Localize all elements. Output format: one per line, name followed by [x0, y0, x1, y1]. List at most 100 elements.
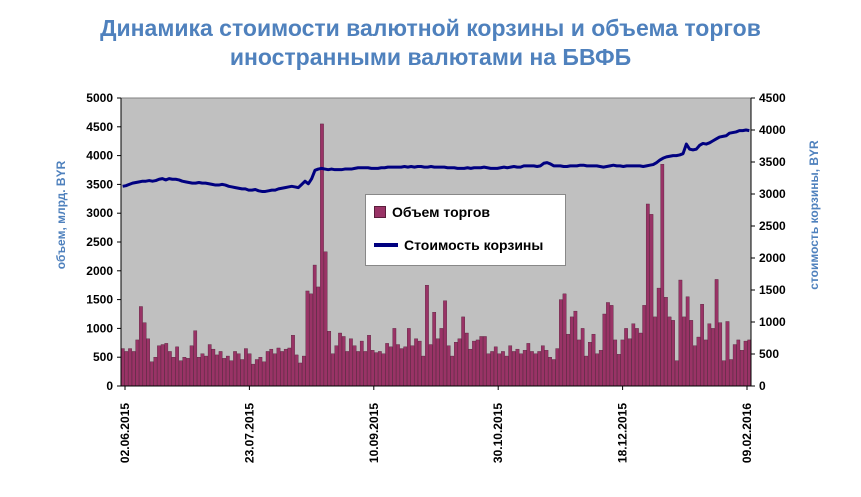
volume-bar — [464, 332, 469, 387]
volume-bar — [569, 316, 574, 387]
volume-bar — [609, 305, 614, 387]
x-tick-label: 30.10.2015 — [491, 403, 505, 463]
volume-bar — [356, 351, 360, 387]
volume-bar — [428, 344, 433, 387]
volume-bar — [747, 339, 752, 387]
volume-bar — [711, 328, 715, 387]
volume-bar — [577, 339, 581, 387]
volume-bar — [327, 331, 332, 387]
volume-bar — [696, 336, 701, 387]
volume-bar — [591, 333, 596, 387]
volume-bar — [685, 296, 690, 387]
volume-bar — [240, 359, 245, 387]
basket-cost-line — [122, 128, 750, 193]
volume-bar — [215, 354, 219, 387]
volume-bar — [135, 339, 140, 387]
y-left-tick-label: 4000 — [86, 149, 113, 163]
volume-bar — [139, 306, 143, 387]
volume-bar — [287, 347, 292, 387]
volume-bar — [439, 328, 444, 387]
volume-bar — [378, 351, 382, 387]
volume-bar — [200, 353, 205, 387]
volume-bar — [613, 339, 618, 387]
volume-bar — [298, 362, 303, 387]
x-tick-label: 02.06.2015 — [118, 403, 132, 463]
volume-bar — [740, 350, 744, 387]
y-right-tick-label: 1500 — [759, 283, 786, 297]
volume-bar — [334, 345, 339, 387]
volume-bar — [584, 355, 589, 387]
volume-bar — [693, 345, 697, 387]
volume-bar — [515, 348, 520, 387]
volume-bar — [399, 348, 404, 387]
legend: Объем торгов Стоимость корзины — [365, 194, 566, 266]
legend-item-line: Стоимость корзины — [374, 237, 543, 253]
y-right-tick-label: 2000 — [759, 251, 786, 265]
volume-bar — [294, 354, 299, 387]
volume-bar — [182, 357, 187, 387]
volume-bar — [483, 336, 487, 387]
volume-bar — [233, 351, 237, 387]
x-tick-label: 10.09.2015 — [367, 403, 381, 463]
volume-bar — [222, 358, 227, 387]
volume-bar — [385, 343, 389, 387]
volume-bar — [490, 351, 494, 387]
volume-bar — [146, 338, 150, 387]
volume-bar — [160, 344, 165, 387]
volume-bar — [251, 363, 255, 387]
volume-bar — [435, 338, 440, 387]
volume-bar — [689, 320, 694, 387]
volume-bar — [707, 323, 712, 387]
y-right-tick-label: 3000 — [759, 187, 786, 201]
y-left-tick-label: 1500 — [86, 293, 113, 307]
volume-bar — [624, 328, 628, 387]
volume-bar — [305, 290, 310, 387]
volume-bar — [193, 330, 198, 387]
volume-bar — [370, 350, 375, 387]
volume-bar — [153, 357, 158, 387]
volume-bar — [280, 351, 284, 387]
volume-bar — [722, 360, 726, 387]
volume-bar — [508, 345, 513, 387]
volume-bar — [501, 351, 505, 387]
volume-bar — [533, 353, 538, 387]
y-axis-right-label: стоимость корзины, BYR — [807, 140, 821, 290]
volume-bar — [631, 323, 636, 387]
volume-bar — [265, 351, 270, 387]
volume-bar — [606, 302, 610, 387]
volume-bar — [479, 336, 484, 387]
volume-bar — [164, 343, 169, 387]
volume-bar — [432, 312, 437, 387]
volume-bar — [526, 343, 531, 387]
volume-bar — [323, 251, 328, 387]
volume-bar — [312, 264, 317, 387]
volume-bar — [588, 342, 592, 387]
volume-bar — [330, 353, 335, 387]
volume-bar — [338, 332, 342, 387]
volume-bar — [446, 345, 451, 387]
volume-bar — [392, 328, 397, 387]
volume-bar — [359, 340, 364, 387]
volume-bar — [642, 305, 647, 387]
y-left-tick-label: 2000 — [86, 264, 113, 278]
volume-bar — [595, 353, 599, 387]
volume-bar — [218, 351, 223, 387]
y-left-tick-label: 1000 — [86, 321, 113, 335]
volume-bar — [656, 287, 661, 387]
volume-bar — [620, 339, 625, 387]
volume-bar — [718, 322, 723, 387]
volume-bar — [367, 335, 371, 387]
axes: 0500100015002000250030003500400045005000… — [86, 91, 786, 463]
volume-bar — [425, 285, 429, 387]
volume-bar — [211, 348, 216, 387]
volume-bar — [189, 345, 194, 387]
legend-line-swatch — [374, 243, 398, 247]
volume-bar — [349, 338, 353, 387]
volume-bar — [149, 361, 154, 387]
volume-bar — [178, 360, 183, 387]
volume-bar — [602, 313, 607, 387]
volume-bar — [341, 336, 346, 387]
volume-bar — [573, 310, 578, 387]
y-right-tick-label: 3500 — [759, 155, 786, 169]
